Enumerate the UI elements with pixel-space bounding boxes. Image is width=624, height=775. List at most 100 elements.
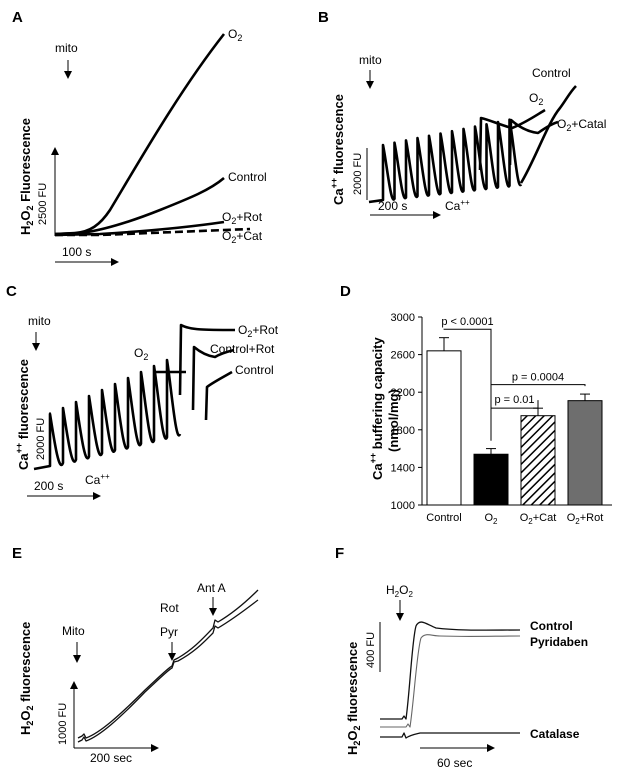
panel-c: C mito Ca++ fluorescence 2000 FU 200 s C… (6, 283, 279, 500)
panel-c-ylabel: Ca++ fluorescence (14, 359, 31, 470)
d-xtick-label-3: O2+Rot (567, 512, 604, 526)
d-bar-3 (567, 400, 603, 506)
panel-b-label-o2: O2 (529, 91, 543, 107)
panel-b-scale-x-label: 200 s (378, 199, 407, 213)
d-sig-label-0: p < 0.0001 (441, 316, 493, 328)
panel-b-trace-control-sawtooth (368, 118, 523, 204)
panel-c-trace-o2-rot (178, 323, 236, 396)
panel-a-letter: A (12, 9, 23, 26)
panel-b-traces (368, 85, 577, 204)
panel-a: A mito H2O2 Fluorescence 2500 FU 100 s O… (12, 9, 267, 266)
panel-e-marker-pyr: Pyr (160, 625, 178, 639)
svg-text:2000 FU: 2000 FU (352, 153, 364, 195)
panel-d-letter: D (340, 283, 351, 300)
panel-c-scale-x-label: 200 s (34, 479, 63, 493)
svg-text:H2O2 fluorescence: H2O2 fluorescence (345, 642, 362, 755)
panel-a-ylabel: H2O2 Fluorescence (18, 118, 35, 235)
d-sig-bracket-2 (490, 400, 539, 441)
d-bar-0 (426, 350, 462, 506)
svg-text:(nmol/mg): (nmol/mg) (386, 389, 401, 452)
panel-a-trace-o2-cat (55, 227, 251, 237)
panel-b-label-control: Control (532, 66, 571, 80)
panel-c-o2-label: O2 (134, 346, 148, 362)
panel-b-label-o2-catal: O2+Catal (557, 117, 606, 133)
panel-f-label-control: Control (530, 619, 573, 633)
svg-text:Ca++ buffering capacity: Ca++ buffering capacity (368, 337, 385, 480)
d-sig-label-2: p = 0.01 (494, 394, 534, 406)
svg-text:1000 FU: 1000 FU (57, 703, 69, 745)
panel-e-ylabel: H2O2 fluorescence (18, 622, 35, 735)
panel-f-trace-catalase (380, 732, 520, 739)
panel-b-scale-y-label: 2000 FU (352, 153, 364, 195)
panel-f-label-pyridaben: Pyridaben (530, 635, 588, 649)
panel-f-letter: F (335, 545, 344, 562)
panel-f-label-catalase: Catalase (530, 727, 580, 741)
d-ytick-label-5: 3000 (391, 312, 415, 324)
panel-f-ylabel: H2O2 fluorescence (345, 642, 362, 755)
panel-e-scale-y-label: 1000 FU (57, 703, 69, 745)
panel-d-chart: 1000 1400 1800 2200 2600 3000 Control O2 O2+Cat O… (391, 312, 612, 526)
panel-a-label-o2: O2 (228, 27, 242, 43)
d-ytick-label-2: 1800 (391, 425, 415, 437)
panel-a-scale-y-label: 2500 FU (37, 183, 49, 225)
panel-e-trace-2 (77, 599, 259, 743)
svg-text:2500 FU: 2500 FU (37, 183, 49, 225)
d-bar-2 (520, 415, 556, 506)
panel-b-mito-label: mito (359, 53, 382, 67)
svg-text:H2O2 Fluorescence: H2O2 Fluorescence (18, 118, 35, 235)
panel-e-marker-anta: Ant A (197, 581, 226, 595)
panel-f: F H2O2 H2O2 fluorescence 400 FU 60 sec C… (335, 545, 588, 770)
panel-c-ca-label: Ca++ (85, 472, 110, 487)
panel-c-label-o2-rot: O2+Rot (238, 323, 279, 339)
panel-c-label-control-rot: Control+Rot (210, 342, 275, 356)
d-xtick-label-0: Control (426, 512, 461, 524)
panel-a-label-o2-cat: O2+Cat (222, 229, 263, 245)
panel-c-trace-control-sawtooth (33, 358, 182, 471)
panel-d: D Ca++ buffering capacity (nmol/mg) 1000… (340, 283, 612, 526)
panel-a-label-o2-rot: O2+Rot (222, 210, 263, 226)
panel-c-letter: C (6, 283, 17, 300)
panel-a-trace-o2 (54, 33, 226, 236)
panel-f-h2o2-marker: H2O2 (386, 583, 413, 599)
panel-a-trace-control (54, 177, 225, 236)
svg-text:H2O2 fluorescence: H2O2 fluorescence (18, 622, 35, 735)
panel-c-trace-control-rot (191, 345, 235, 411)
panel-e: E Mito Rot Pyr Ant A H2O2 fluorescence 1… (12, 545, 259, 765)
panel-e-letter: E (12, 545, 22, 562)
d-ytick-label-0: 1000 (391, 500, 415, 512)
panel-c-scale-y-label: 2000 FU (35, 418, 47, 460)
panel-f-scale-x-label: 60 sec (437, 756, 472, 770)
panel-b-ylabel: Ca++ fluorescence (329, 94, 346, 205)
panel-a-scale-x-label: 100 s (62, 245, 91, 259)
panel-f-trace-control (380, 621, 521, 720)
panel-f-scale-y-label: 400 FU (365, 632, 377, 668)
panel-b-trace-control (519, 85, 577, 184)
svg-text:Ca++ fluorescence: Ca++ fluorescence (14, 359, 31, 470)
panel-a-mito-label: mito (55, 41, 78, 55)
panel-d-ylabel: Ca++ buffering capacity (nmol/mg) (368, 337, 401, 480)
panel-b-ca-label: Ca++ (445, 198, 470, 213)
panel-a-label-control: Control (228, 170, 267, 184)
d-xtick-label-1: O2 (484, 512, 498, 526)
d-ytick-label-1: 1400 (391, 462, 415, 474)
d-sig-label-1: p = 0.0004 (512, 372, 564, 384)
panel-b: B mito Ca++ fluorescence 2000 FU 200 s C… (318, 9, 606, 219)
panel-b-letter: B (318, 9, 329, 26)
panel-e-marker-rot: Rot (160, 601, 179, 615)
d-ytick-label-4: 2600 (391, 350, 415, 362)
svg-text:2000 FU: 2000 FU (35, 418, 47, 460)
d-bar-1 (473, 453, 509, 506)
panel-e-scale-x-label: 200 sec (90, 751, 132, 765)
d-xtick-label-2: O2+Cat (520, 512, 557, 526)
panel-f-trace-pyridaben (380, 634, 521, 728)
panel-c-trace-control (204, 370, 233, 421)
d-sig-bracket-1 (490, 384, 586, 409)
panel-e-marker-mito: Mito (62, 624, 85, 638)
panel-c-label-control: Control (235, 363, 274, 377)
panel-c-traces (33, 323, 236, 471)
panel-c-mito-label: mito (28, 314, 51, 328)
svg-text:Ca++ fluorescence: Ca++ fluorescence (329, 94, 346, 205)
panel-b-trace-o2-catal (508, 118, 559, 166)
d-ytick-label-3: 2200 (391, 387, 415, 399)
